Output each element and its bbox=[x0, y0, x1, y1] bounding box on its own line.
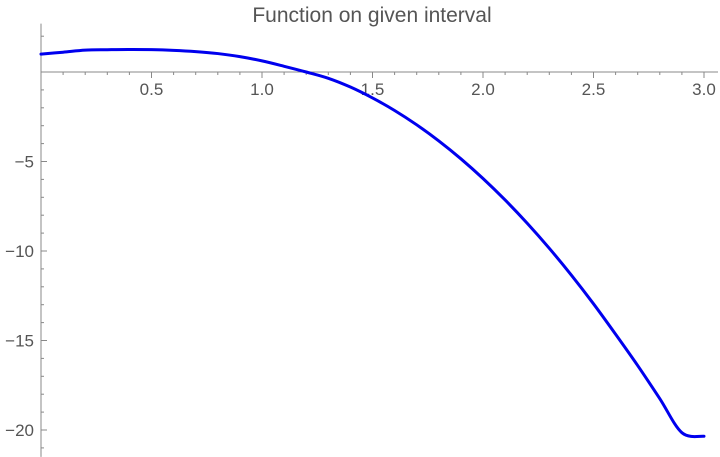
x-tick-label: 1.0 bbox=[250, 80, 274, 99]
y-tick-label: −15 bbox=[5, 332, 34, 351]
y-tick-label: −5 bbox=[15, 153, 34, 172]
x-tick-label: 0.5 bbox=[140, 80, 164, 99]
y-ticks: −5 −10 −15 −20 bbox=[5, 153, 47, 440]
x-tick-label: 3.0 bbox=[692, 80, 716, 99]
y-tick-label: −20 bbox=[5, 421, 34, 440]
series-line bbox=[39, 47, 706, 439]
y-tick-label: −10 bbox=[5, 242, 34, 261]
y-minor-ticks bbox=[41, 35, 44, 449]
x-ticks: 0.5 1.0 1.5 2.0 2.5 3.0 bbox=[140, 72, 716, 99]
x-tick-label: 2.5 bbox=[582, 80, 606, 99]
x-tick-label: 1.5 bbox=[361, 80, 385, 99]
x-tick-label: 2.0 bbox=[471, 80, 495, 99]
chart-title: Function on given interval bbox=[252, 4, 491, 27]
